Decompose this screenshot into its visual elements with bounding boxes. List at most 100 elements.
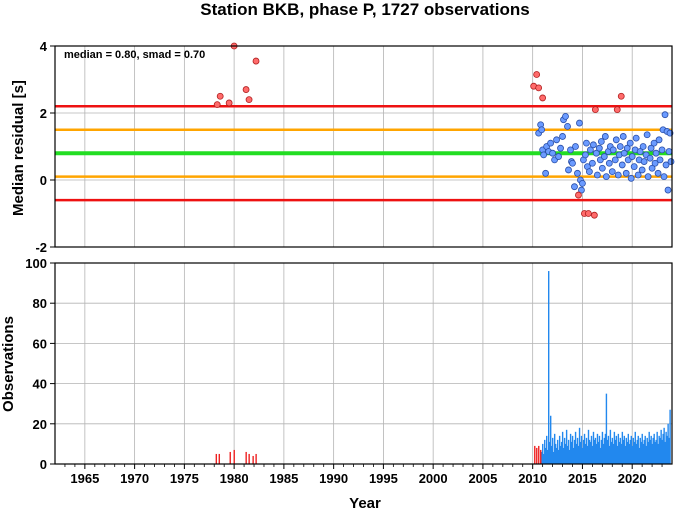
inlier-point bbox=[648, 164, 656, 172]
observation-bar bbox=[560, 441, 563, 464]
observation-bar bbox=[589, 441, 592, 464]
observation-bar bbox=[630, 435, 632, 464]
observation-bar bbox=[576, 437, 579, 464]
observation-bar bbox=[599, 447, 602, 464]
outlier-point bbox=[213, 101, 221, 109]
inlier-point bbox=[655, 136, 663, 144]
observation-bar bbox=[638, 447, 640, 464]
inlier-point bbox=[660, 173, 668, 181]
outlier-observation-bar bbox=[215, 453, 218, 464]
outlier-observation-bar bbox=[233, 449, 235, 464]
outlier-observation-bar bbox=[229, 451, 231, 464]
observation-bar bbox=[555, 447, 558, 464]
y-tick-label: 60 bbox=[33, 336, 47, 351]
x-tick-label: 1965 bbox=[70, 471, 99, 486]
observation-bar bbox=[641, 433, 643, 464]
outlier-point bbox=[617, 92, 625, 100]
inlier-point bbox=[628, 153, 636, 160]
y-tick-label: 40 bbox=[33, 377, 47, 392]
observation-bar bbox=[667, 423, 669, 464]
inlier-point bbox=[612, 136, 620, 144]
inlier-point bbox=[553, 136, 560, 144]
observation-bar bbox=[577, 445, 580, 464]
y-tick-label: 4 bbox=[40, 39, 48, 54]
observation-bar bbox=[617, 433, 620, 464]
year-x-ticks: 1965 1970 1975 1980 1985 1990 1995 2000 2005 2010… bbox=[64, 464, 663, 486]
inlier-point bbox=[661, 111, 669, 119]
inlier-point bbox=[626, 139, 634, 147]
inlier-point bbox=[636, 148, 644, 155]
observation-bar bbox=[595, 443, 598, 464]
inlier-point bbox=[634, 171, 642, 179]
inlier-point bbox=[609, 146, 617, 154]
inlier-point bbox=[557, 144, 564, 152]
median-smad-annotation: median = 0.80, smad = 0.70 bbox=[64, 49, 205, 61]
observation-bar bbox=[598, 435, 601, 464]
inlier-point bbox=[583, 139, 590, 147]
observation-bar bbox=[578, 427, 581, 464]
inlier-point bbox=[643, 131, 651, 139]
inlier-point bbox=[620, 149, 628, 157]
observation-bar bbox=[557, 449, 560, 464]
inlier-point bbox=[616, 143, 624, 150]
inlier-point bbox=[579, 179, 586, 187]
observation-bar bbox=[579, 441, 582, 464]
observation-bar bbox=[663, 427, 665, 464]
x-tick-label: 2000 bbox=[419, 471, 448, 486]
observation-bar bbox=[610, 441, 613, 464]
outlier-point bbox=[533, 71, 541, 78]
observation-bar bbox=[584, 443, 587, 464]
observation-bar bbox=[549, 415, 552, 464]
outlier-point bbox=[575, 191, 582, 199]
outlier-point bbox=[539, 94, 547, 102]
observation-bar bbox=[650, 435, 652, 464]
residual-frame bbox=[54, 45, 673, 248]
observation-bar bbox=[626, 441, 629, 464]
observation-bar bbox=[592, 431, 595, 464]
observation-bars bbox=[215, 271, 671, 464]
observation-bar bbox=[553, 433, 556, 464]
observations-plot-area bbox=[55, 263, 672, 464]
observation-bar bbox=[587, 429, 590, 464]
outlier-point bbox=[590, 211, 598, 219]
outlier-observation-bar bbox=[540, 449, 542, 464]
observation-bar bbox=[608, 445, 611, 464]
observation-bar bbox=[546, 435, 548, 464]
observation-bar bbox=[594, 437, 597, 464]
inlier-point bbox=[630, 163, 638, 171]
inlier-point bbox=[565, 166, 572, 174]
inlier-point bbox=[662, 161, 670, 169]
inlier-point bbox=[547, 139, 554, 147]
inlier-point bbox=[576, 119, 583, 127]
outlier-point bbox=[216, 92, 224, 100]
inlier-point bbox=[652, 149, 660, 157]
observation-bar bbox=[623, 435, 626, 464]
observation-bar bbox=[620, 443, 623, 464]
observation-bar bbox=[635, 443, 637, 464]
observation-bar bbox=[541, 451, 543, 464]
inlier-point bbox=[619, 133, 627, 140]
x-tick-label: 1995 bbox=[369, 471, 398, 486]
inlier-point bbox=[540, 151, 548, 159]
observation-bar bbox=[643, 439, 645, 464]
observation-bar bbox=[590, 435, 593, 464]
inlier-point bbox=[564, 123, 571, 130]
inlier-point bbox=[592, 149, 600, 157]
year-x-label: Year bbox=[349, 495, 381, 511]
observation-bar bbox=[621, 431, 624, 464]
inlier-point bbox=[598, 164, 606, 172]
inlier-point bbox=[638, 166, 646, 174]
observation-bar bbox=[637, 435, 639, 464]
inlier-point bbox=[602, 173, 610, 181]
observations-panel: 100 80 60 40 20 0 1965 1970 1975 1980 1985 1990 199… bbox=[0, 256, 673, 511]
observation-bar bbox=[669, 409, 671, 464]
observation-bar bbox=[545, 447, 547, 464]
observation-bar bbox=[659, 437, 661, 464]
observation-bar bbox=[633, 441, 635, 464]
observation-bar bbox=[656, 431, 658, 464]
observation-bar bbox=[571, 435, 574, 464]
observation-bar bbox=[554, 443, 557, 464]
observation-bar bbox=[616, 445, 619, 464]
observation-bar bbox=[564, 443, 567, 464]
observation-bar bbox=[542, 443, 544, 464]
